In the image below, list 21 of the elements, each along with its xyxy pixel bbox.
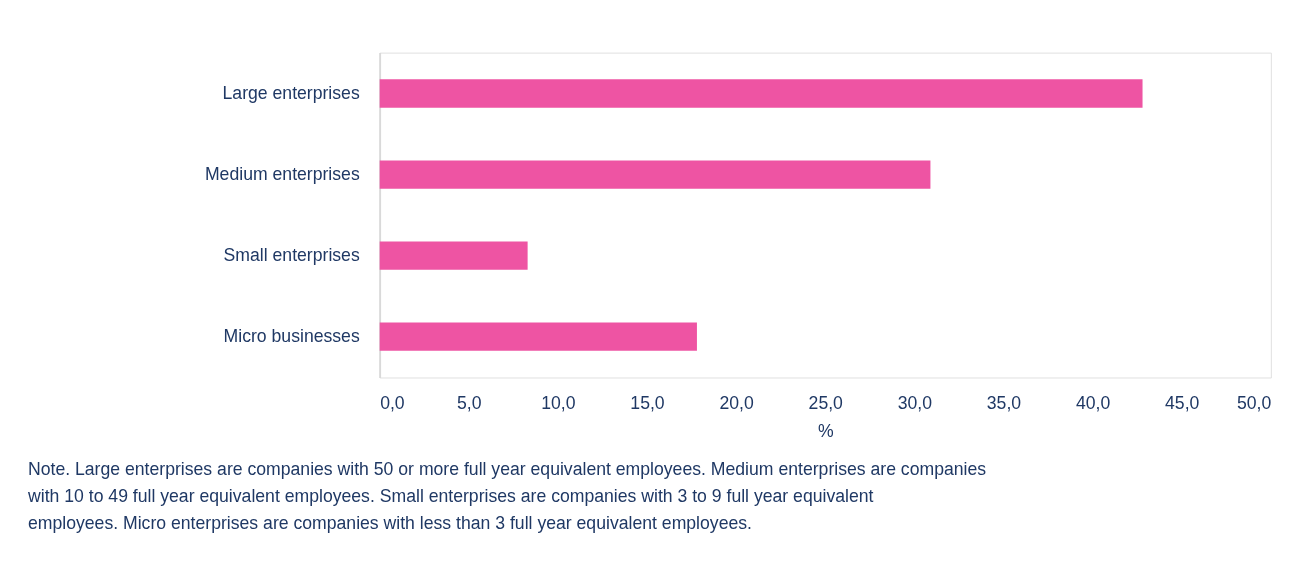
bar — [379, 241, 528, 270]
x-tick-label: 35,0 — [986, 392, 1022, 413]
text: Note. Large enterprises are companies with 50 or more full year equivalent employees. Medium enterprises are companies with 10 to 49 full year equivalent employees. Small enterprises are companies with 3 to 9 full year equivalent employees. Micro enterprises are companies with less than 3 full year equivalent employees. — [26, 459, 987, 533]
x-tick-label: 40,0 — [1075, 392, 1111, 413]
x-tick-label: 30,0 — [897, 392, 933, 413]
y-tick-label: Medium enterprises — [204, 164, 360, 185]
x-tick-label: 15,0 — [630, 392, 665, 413]
y-tick-label: Small enterprises — [223, 245, 360, 266]
bar — [379, 160, 931, 189]
y-tick-label: Large enterprises — [222, 83, 360, 104]
x-tick-label: 45,0 — [1165, 392, 1200, 413]
x-tick-label: 20,0 — [719, 392, 754, 413]
y-tick-label: Micro businesses — [223, 326, 360, 347]
x-tick-label: 50,0 — [1237, 392, 1272, 413]
x-axis-title: % — [817, 421, 834, 442]
bar — [379, 322, 697, 351]
bar — [379, 79, 1143, 108]
x-tick-label: 10,0 — [541, 392, 576, 413]
x-tick-label: 5,0 — [457, 392, 482, 413]
x-tick-label: 25,0 — [808, 392, 844, 413]
x-tick-label: 0,0 — [380, 392, 405, 413]
